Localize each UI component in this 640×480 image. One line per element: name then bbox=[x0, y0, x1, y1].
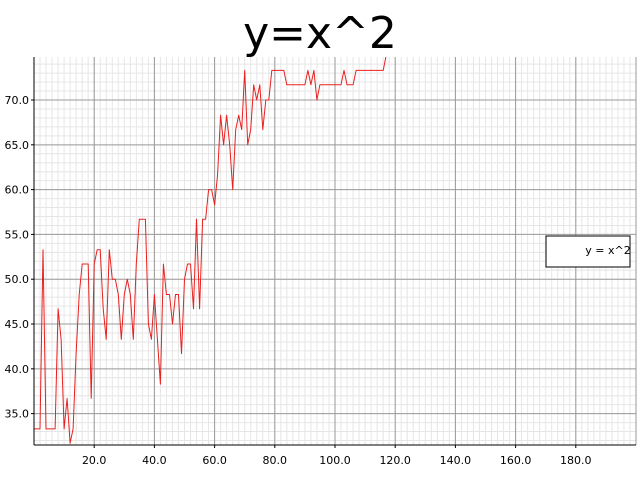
x-tick-label: 20.0 bbox=[82, 454, 107, 467]
legend: y = x^2 bbox=[545, 235, 631, 268]
y-tick-label: 50.0 bbox=[5, 273, 30, 286]
legend-label: y = x^2 bbox=[585, 244, 630, 257]
x-tick-label: 120.0 bbox=[379, 454, 411, 467]
x-tick-label: 160.0 bbox=[500, 454, 532, 467]
y-tick-label: 55.0 bbox=[5, 228, 30, 241]
series-line bbox=[34, 57, 387, 444]
series-layer bbox=[34, 57, 387, 444]
x-tick-label: 100.0 bbox=[319, 454, 351, 467]
y-tick-label: 65.0 bbox=[5, 139, 30, 152]
x-tick-label: 140.0 bbox=[440, 454, 472, 467]
x-tick-label: 180.0 bbox=[560, 454, 592, 467]
x-tick-labels: 20.0 40.0 60.0 80.0 100.0 120.0 140.0 160.0 180.… bbox=[82, 445, 592, 467]
x-tick-label: 60.0 bbox=[202, 454, 227, 467]
x-tick-label: 40.0 bbox=[142, 454, 167, 467]
y-tick-labels: 35.0 40.0 45.0 50.0 55.0 60.0 65.0 70.0 bbox=[5, 94, 34, 421]
x-tick-label: 80.0 bbox=[263, 454, 288, 467]
y-tick-label: 35.0 bbox=[5, 408, 30, 421]
y-tick-label: 60.0 bbox=[5, 184, 30, 197]
chart-title: y=x^2 bbox=[243, 8, 397, 59]
y-tick-label: 70.0 bbox=[5, 94, 30, 107]
legend-box bbox=[545, 235, 631, 268]
y-tick-label: 40.0 bbox=[5, 363, 30, 376]
y-tick-label: 45.0 bbox=[5, 318, 30, 331]
